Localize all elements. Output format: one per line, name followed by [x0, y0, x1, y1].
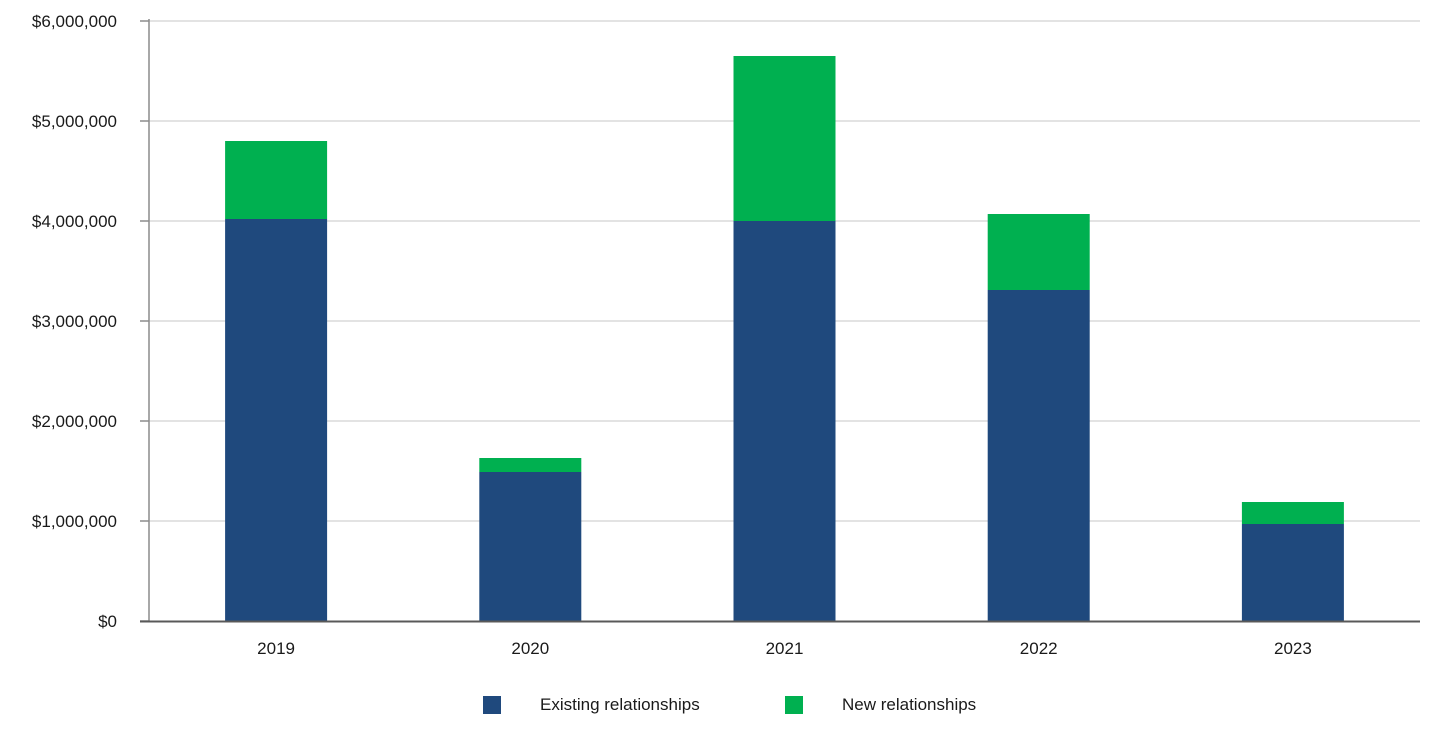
bar-existing-2022 — [987, 290, 1090, 621]
x-tick-label: 2021 — [766, 639, 804, 658]
bar-new-2021 — [733, 56, 836, 221]
x-tick-label: 2022 — [1020, 639, 1058, 658]
y-tick-label: $6,000,000 — [32, 12, 117, 31]
y-tick-label: $3,000,000 — [32, 312, 117, 331]
x-axis-tick-labels: 2019 2020 2021 2022 2023 — [257, 639, 1312, 658]
legend-label-new: New relationships — [842, 695, 977, 714]
bar-existing-2019 — [225, 219, 328, 621]
legend-swatch-existing — [483, 696, 501, 714]
x-tick-label: 2023 — [1274, 639, 1312, 658]
y-tick-label: $1,000,000 — [32, 512, 117, 531]
x-tick-label: 2020 — [511, 639, 549, 658]
stacked-bar-chart: $0 $1,000,000 $2,000,000 $3,000,000 $4,000,0… — [32, 12, 1420, 658]
legend: Existing relationships New relationships — [0, 690, 1440, 720]
bar-new-2020 — [479, 458, 582, 472]
y-tick-label: $2,000,000 — [32, 412, 117, 431]
legend-item-new: New relationships — [785, 690, 976, 720]
y-axis-tick-labels: $0 $1,000,000 $2,000,000 $3,000,000 $4,000,0… — [32, 12, 117, 631]
bar-existing-2020 — [479, 472, 582, 621]
bar-existing-2021 — [733, 221, 836, 621]
y-tick-label: $0 — [98, 612, 117, 631]
legend-swatch-new — [785, 696, 803, 714]
legend-label-existing: Existing relationships — [540, 695, 700, 714]
bars — [225, 56, 1344, 621]
y-tick-label: $5,000,000 — [32, 112, 117, 131]
bar-existing-2023 — [1241, 524, 1344, 621]
y-tick-label: $4,000,000 — [32, 212, 117, 231]
bar-new-2022 — [987, 214, 1090, 290]
bar-new-2023 — [1241, 502, 1344, 524]
x-tick-label: 2019 — [257, 639, 295, 658]
legend-item-existing: Existing relationships — [483, 690, 700, 720]
bar-new-2019 — [225, 141, 328, 219]
